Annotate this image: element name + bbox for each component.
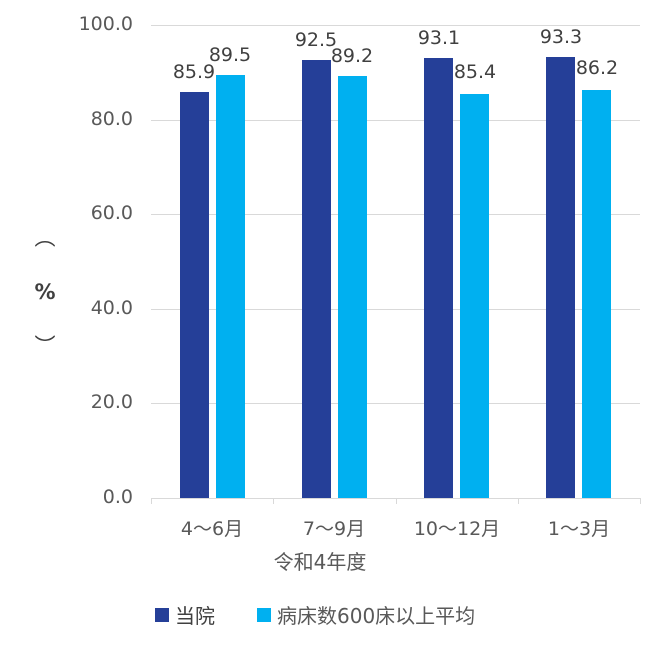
bar-average [460,94,489,498]
y-tick-label: 20.0 [90,391,133,413]
y-tick-label: 0.0 [102,486,133,508]
bar-hospital [180,92,209,498]
legend-item-hospital: 当院 [155,600,215,629]
data-label: 93.3 [539,26,583,48]
gridline [151,309,640,310]
gridline [151,214,640,215]
x-tick-mark [518,498,519,504]
data-label: 85.9 [172,61,216,83]
x-tick-mark [396,498,397,504]
x-category-label: 10〜12月 [413,518,501,540]
bar-hospital [424,58,453,498]
legend-swatch-average [257,607,271,622]
y-tick-label: 60.0 [90,202,133,224]
x-category-label: 1〜3月 [547,518,611,540]
gridline [151,403,640,404]
x-tick-mark [273,498,274,504]
legend-swatch-hospital [155,607,169,622]
y-tick-label: 40.0 [90,297,133,319]
data-label: 85.4 [453,61,497,83]
data-label: 92.5 [294,29,338,51]
gridline [151,498,640,499]
gridline [151,120,640,121]
x-tick-mark [640,498,641,504]
bar-hospital [546,57,575,498]
data-label: 86.2 [575,57,619,79]
legend-label-average: 病床数600床以上平均 [277,604,476,628]
bar-hospital [302,60,331,498]
x-category-label: 4〜6月 [180,518,244,540]
x-axis-title: 令和4年度 [273,550,367,574]
legend-item-average: 病床数600床以上平均 [257,600,475,629]
bar-average [338,76,367,498]
y-tick-label: 100.0 [78,13,133,35]
y-tick-label: 80.0 [90,108,133,130]
data-label: 89.5 [208,44,252,66]
data-label: 89.2 [330,45,374,67]
y-axis-label-paren-open: ︵ [34,226,56,250]
legend-label-hospital: 当院 [175,604,215,628]
gridline [151,25,640,26]
bar-average [216,75,245,498]
y-axis-label: % [34,280,56,304]
x-tick-mark [151,498,152,504]
data-label: 93.1 [417,27,461,49]
y-axis-label-paren-close: ︶ [34,334,56,358]
x-category-label: 7〜9月 [302,518,366,540]
bar-average [582,90,611,498]
